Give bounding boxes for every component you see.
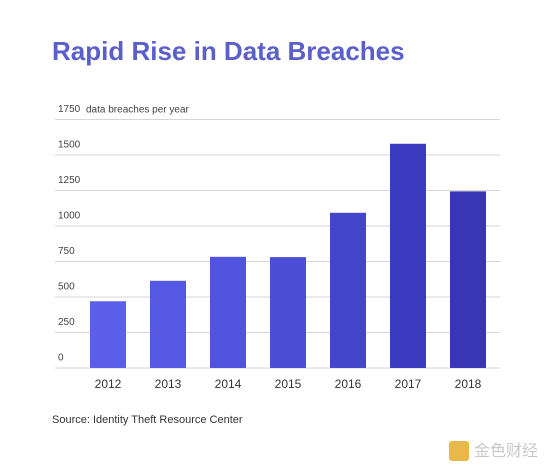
y-tick-label: 1250 xyxy=(58,175,81,186)
x-tick-label: 2013 xyxy=(155,377,182,391)
bar xyxy=(450,191,486,368)
x-tick-label: 2016 xyxy=(335,377,362,391)
x-tick-label: 2017 xyxy=(395,377,422,391)
watermark: 金色财经 xyxy=(474,442,538,460)
y-tick-label: 1500 xyxy=(58,140,81,151)
y-tick-label: 750 xyxy=(58,246,75,257)
x-tick-label: 2014 xyxy=(215,377,242,391)
bar xyxy=(150,280,186,368)
chart-title: Rapid Rise in Data Breaches xyxy=(52,36,405,66)
bar xyxy=(210,256,246,368)
bar xyxy=(390,143,426,368)
bar xyxy=(270,257,306,368)
y-tick-label: 500 xyxy=(58,282,75,293)
y-tick-label: 250 xyxy=(58,317,75,328)
y-tick-label: 0 xyxy=(58,353,64,364)
x-tick-label: 2018 xyxy=(455,377,482,391)
y-axis-label: data breaches per year xyxy=(86,105,190,116)
x-tick-label: 2015 xyxy=(275,377,302,391)
source: Source: Identity Theft Resource Center xyxy=(52,414,243,426)
watermark-icon xyxy=(449,441,469,461)
x-tick-label: 2012 xyxy=(95,377,122,391)
bar xyxy=(90,301,126,368)
bar xyxy=(330,212,366,368)
y-tick-label: 1000 xyxy=(58,211,81,222)
y-tick-label: 1750 xyxy=(58,104,81,115)
